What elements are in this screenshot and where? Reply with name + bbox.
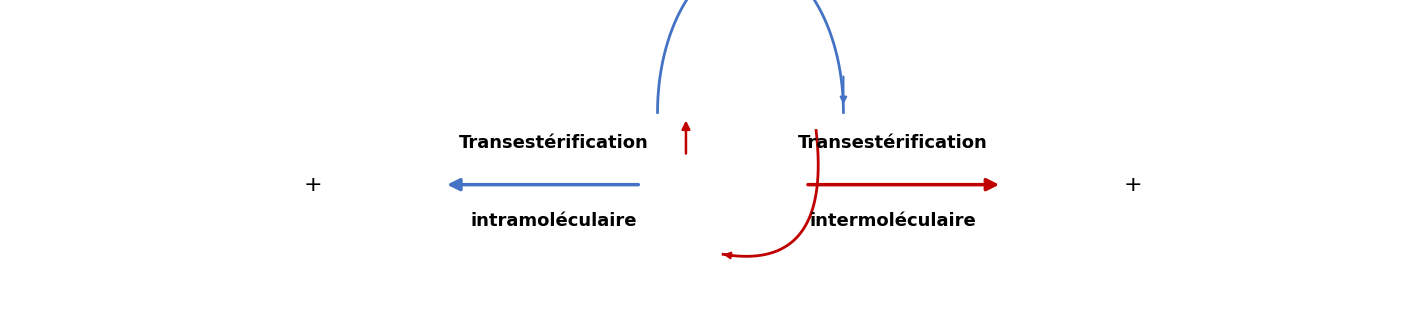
Text: intramoléculaire: intramoléculaire [470,212,636,230]
Text: intermoléculaire: intermoléculaire [810,212,976,230]
Text: Transestérification: Transestérification [797,134,988,152]
Text: +: + [303,175,322,195]
Text: Transestérification: Transestérification [459,134,649,152]
Text: +: + [1125,175,1143,195]
